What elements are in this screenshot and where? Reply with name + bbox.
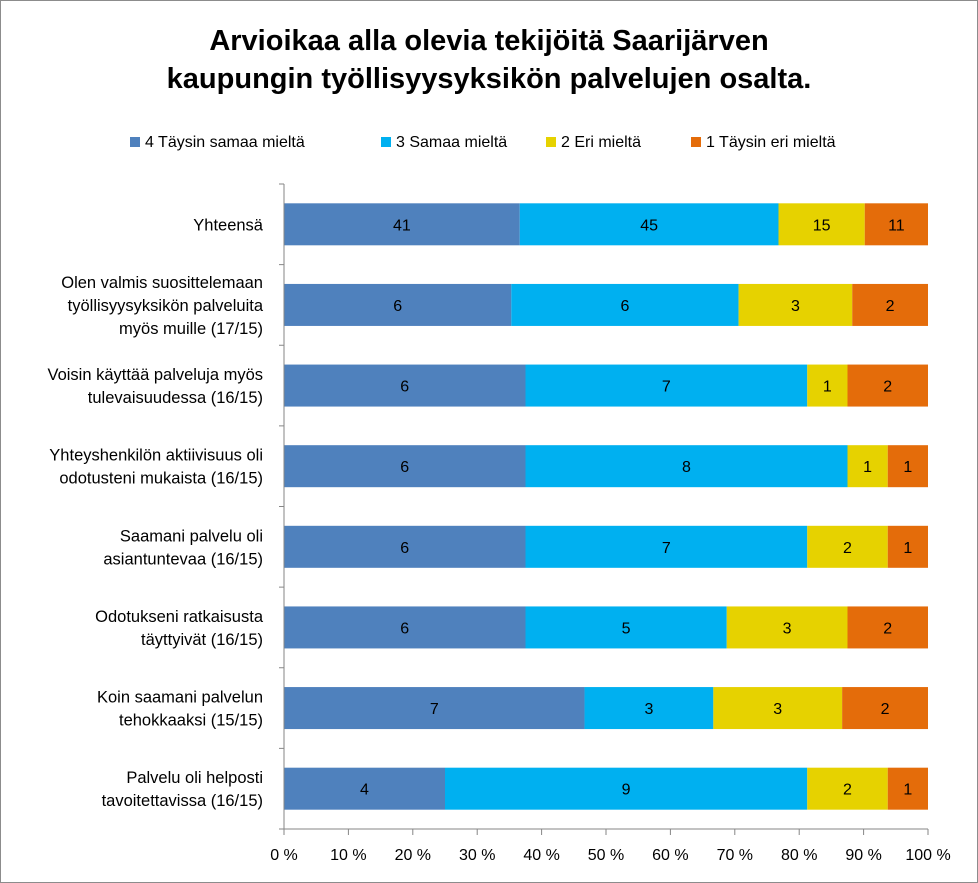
- bar-segment: [584, 687, 714, 730]
- category-labels: Yhteensä Olen valmis suosittelemaan työlli…: [47, 216, 263, 810]
- bar-segment: [726, 606, 848, 649]
- bar-segment: [887, 445, 928, 488]
- legend-label: 1 Täysin eri mieltä: [706, 134, 836, 151]
- x-tick-label: 0 %: [270, 847, 298, 864]
- data-label: 2: [881, 701, 890, 718]
- bar-segment: [284, 606, 526, 649]
- data-label: 3: [644, 701, 653, 718]
- data-label: 7: [430, 701, 439, 718]
- data-label: 2: [886, 298, 895, 315]
- data-label: 3: [773, 701, 782, 718]
- category-label: Palvelu oli helposti tavoitettavissa (16/…: [102, 769, 263, 810]
- bar-segment: [284, 364, 526, 407]
- x-tick-label: 10 %: [330, 847, 366, 864]
- axes: 0 % 10 % 20 % 30 % 40 % 50 % 60 % 70 % 80 % 90 % 1…: [270, 183, 951, 864]
- legend-label: 4 Täysin samaa mieltä: [145, 134, 305, 151]
- x-tick-label: 60 %: [652, 847, 688, 864]
- data-label: 2: [883, 620, 892, 637]
- data-label: 1: [823, 379, 832, 396]
- bars: 41 45 15 116 6 3 26 7 1 26 8 1 16 7 2 16 5 3 27 3 3 24 9 2 1: [284, 203, 928, 810]
- x-tick-label: 80 %: [781, 847, 817, 864]
- bar-segment: [778, 203, 865, 246]
- chart-title: Arvioikaa alla olevia tekijöitä Saarijär…: [166, 25, 812, 95]
- x-tick-label: 100 %: [905, 847, 950, 864]
- x-tick-label: 30 %: [459, 847, 495, 864]
- data-label: 11: [888, 217, 905, 234]
- data-label: 8: [682, 459, 691, 476]
- data-label: 15: [813, 217, 831, 234]
- legend-swatch: [130, 137, 140, 147]
- data-label: 6: [400, 459, 409, 476]
- data-label: 4: [360, 782, 369, 799]
- data-label: 2: [883, 379, 892, 396]
- category-label: Yhteyshenkilön aktiivisuus oli odotusteni…: [49, 447, 263, 488]
- bar-segment: [284, 445, 526, 488]
- data-label: 3: [791, 298, 800, 315]
- data-label: 6: [393, 298, 402, 315]
- legend-swatch: [381, 137, 391, 147]
- data-label: 9: [622, 782, 631, 799]
- data-label: 41: [393, 217, 411, 234]
- legend-swatch: [546, 137, 556, 147]
- x-tick-label: 50 %: [588, 847, 624, 864]
- bar-segment: [864, 203, 928, 246]
- legend-label: 3 Samaa mieltä: [396, 134, 507, 151]
- x-tick-label: 90 %: [845, 847, 881, 864]
- bar-segment: [807, 767, 888, 810]
- bar-segment: [887, 525, 928, 568]
- x-tick-label: 40 %: [523, 847, 559, 864]
- legend-label: 2 Eri mieltä: [561, 134, 641, 151]
- data-label: 7: [662, 379, 671, 396]
- bar-segment: [525, 606, 727, 649]
- data-label: 1: [903, 540, 912, 557]
- bar-segment: [525, 364, 808, 407]
- bar-segment: [284, 767, 445, 810]
- bar-segment: [807, 525, 888, 568]
- bar-segment: [713, 687, 843, 730]
- bar-segment: [519, 203, 779, 246]
- bar-segment: [847, 364, 928, 407]
- legend-swatch: [691, 137, 701, 147]
- category-label: Odotukseni ratkaisusta täyttyivät (16/15): [95, 608, 264, 649]
- bar-segment: [525, 525, 808, 568]
- x-tick-label: 20 %: [395, 847, 431, 864]
- category-label: Olen valmis suosittelemaan työllisyysyksi…: [61, 274, 264, 338]
- data-label: 3: [783, 620, 792, 637]
- category-label: Voisin käyttää palveluja myös tulevaisuud…: [47, 366, 263, 407]
- bar-segment: [852, 283, 928, 326]
- category-label: Koin saamani palvelun tehokkaaksi (15/15): [97, 689, 263, 730]
- data-label: 6: [400, 620, 409, 637]
- data-label: 1: [903, 459, 912, 476]
- bar-segment: [738, 283, 853, 326]
- bar-segment: [511, 283, 739, 326]
- category-label: Yhteensä: [193, 216, 264, 234]
- bar-segment: [807, 364, 848, 407]
- bar-segment: [445, 767, 808, 810]
- data-label: 6: [400, 540, 409, 557]
- bar-segment: [284, 687, 585, 730]
- bar-segment: [284, 525, 526, 568]
- data-label: 2: [843, 782, 852, 799]
- data-label: 7: [662, 540, 671, 557]
- bar-segment: [842, 687, 928, 730]
- category-label: Saamani palvelu oli asiantuntevaa (16/15): [103, 527, 263, 568]
- bar-segment: [887, 767, 928, 810]
- data-label: 6: [400, 379, 409, 396]
- bar-segment: [284, 203, 520, 246]
- data-label: 45: [640, 217, 658, 234]
- x-tick-label: 70 %: [717, 847, 753, 864]
- data-label: 6: [620, 298, 629, 315]
- legend: 4 Täysin samaa mieltä 3 Samaa mieltä 2 Eri…: [130, 134, 836, 151]
- data-label: 1: [863, 459, 872, 476]
- data-label: 5: [622, 620, 631, 637]
- bar-segment: [847, 606, 928, 649]
- bar-segment: [525, 445, 848, 488]
- data-label: 2: [843, 540, 852, 557]
- data-label: 1: [903, 782, 912, 799]
- bar-segment: [847, 445, 888, 488]
- bar-segment: [284, 283, 512, 326]
